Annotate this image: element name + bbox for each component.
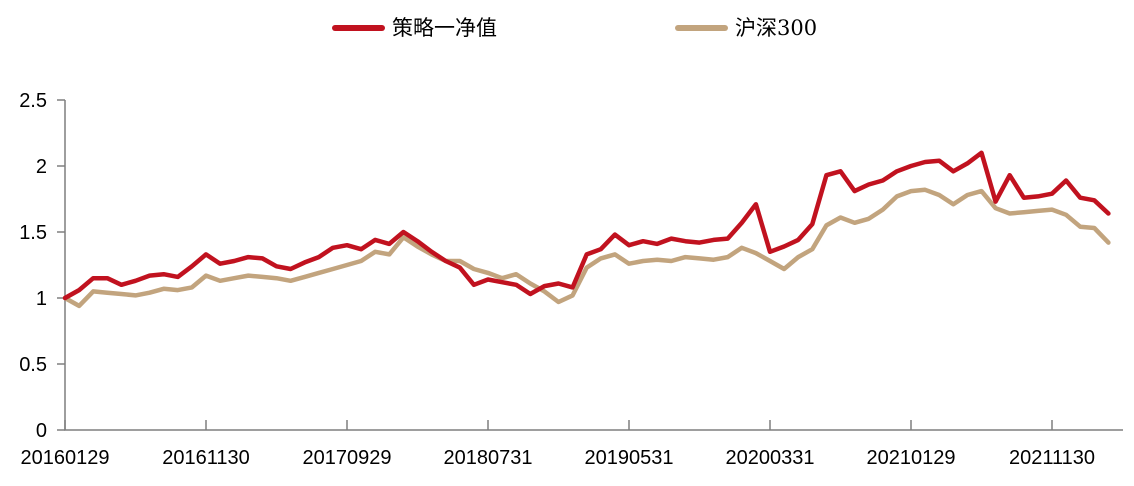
x-axis-tick-label: 20200331 — [726, 447, 815, 469]
y-axis-tick-label: 0 — [36, 420, 47, 442]
legend-label-strategy: 策略一净值 — [392, 15, 497, 40]
legend-item-strategy: 策略一净值 — [332, 16, 497, 40]
legend-line-swatch-csi300 — [675, 25, 728, 31]
legend-label-csi300: 沪深300 — [735, 15, 818, 40]
series-line-沪深300 — [62, 187, 1111, 309]
x-axis-tick-label: 20160129 — [21, 447, 110, 469]
x-axis-tick-label: 20180731 — [444, 447, 533, 469]
y-axis-tick-label: 1.5 — [19, 222, 47, 244]
legend-item-csi300: 沪深300 — [675, 16, 817, 40]
x-axis-tick-label: 20170929 — [303, 447, 392, 469]
y-axis-tick-label: 2.5 — [19, 90, 47, 112]
y-axis-tick-label: 2 — [36, 156, 47, 178]
x-axis-tick-label: 20210129 — [867, 447, 956, 469]
x-axis-tick-label: 20211130 — [1009, 447, 1095, 469]
y-axis-tick-label: 1 — [36, 288, 47, 310]
series-line-策略一净值 — [62, 150, 1111, 301]
x-axis-tick-label: 20161130 — [162, 447, 250, 469]
x-axis-tick-label: 20190531 — [585, 447, 674, 469]
y-axis-tick-label: 0.5 — [19, 354, 47, 376]
legend-line-swatch-strategy — [332, 25, 385, 31]
